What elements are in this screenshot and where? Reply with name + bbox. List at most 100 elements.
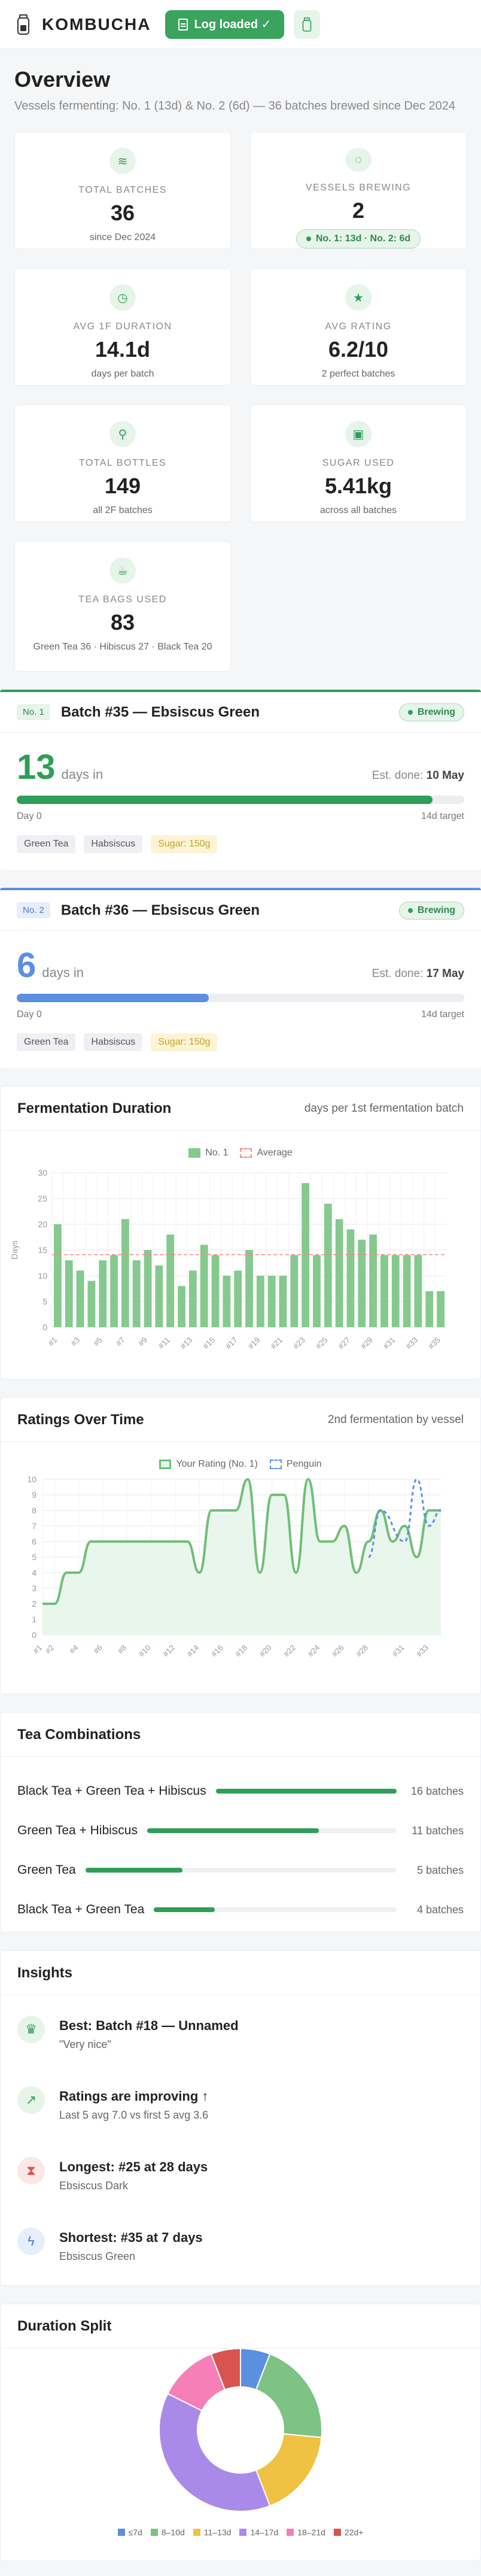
legend-swatch bbox=[240, 1148, 252, 1158]
donut-legend-item[interactable]: 22d+ bbox=[333, 2528, 363, 2537]
donut-legend-item[interactable]: ≤7d bbox=[117, 2528, 142, 2537]
x-tick-label: #11 bbox=[157, 1336, 172, 1351]
status-badge: Brewing bbox=[398, 703, 464, 721]
insight-sub: "Very nice" bbox=[59, 2038, 111, 2050]
layers-icon: ≋ bbox=[109, 148, 136, 174]
y-tick-label: 0 bbox=[42, 1322, 47, 1332]
bar-batch-10 bbox=[155, 1265, 163, 1327]
split-title: Duration Split bbox=[17, 2317, 112, 2334]
bar-batch-17 bbox=[234, 1270, 242, 1327]
est-date: 10 May bbox=[426, 769, 464, 782]
stat-value: 6.2/10 bbox=[328, 337, 389, 362]
est-label: Est. done: bbox=[372, 967, 424, 980]
bar-batch-16 bbox=[223, 1276, 231, 1327]
legend-average[interactable]: Average bbox=[240, 1148, 293, 1158]
donut-legend-item[interactable]: 8–10d bbox=[150, 2528, 185, 2537]
legend-no1[interactable]: No. 1 bbox=[188, 1148, 228, 1158]
y-tick-label: 15 bbox=[38, 1245, 47, 1255]
tea-tag: Green Tea bbox=[17, 835, 76, 853]
x-tick-label: #1 bbox=[31, 1643, 44, 1656]
bar-batch-18 bbox=[245, 1250, 253, 1327]
stat-value: 149 bbox=[104, 474, 141, 498]
sugar-tag: Sugar: 150g bbox=[151, 1033, 218, 1051]
jar-icon bbox=[14, 13, 32, 37]
bar-batch-5 bbox=[99, 1260, 107, 1327]
x-tick-label: #31 bbox=[391, 1643, 406, 1659]
insight-title: Longest: #25 at 28 days bbox=[59, 2159, 208, 2174]
y-tick-label: 5 bbox=[32, 1552, 36, 1562]
y-tick-label: 4 bbox=[32, 1568, 36, 1577]
donut-legend-item[interactable]: 11–13d bbox=[193, 2528, 231, 2537]
donut-legend-item[interactable]: 18–21d bbox=[287, 2528, 325, 2537]
bar-batch-1 bbox=[54, 1224, 62, 1327]
bar-batch-33 bbox=[414, 1255, 422, 1327]
x-tick-label: #1 bbox=[47, 1336, 59, 1348]
tea-row: Green Tea + Hibiscus 11 batches bbox=[1, 1811, 480, 1850]
x-tick-label: #28 bbox=[354, 1643, 370, 1659]
bar-batch-24 bbox=[313, 1255, 321, 1327]
bar-batch-22 bbox=[290, 1255, 299, 1327]
bar-batch-8 bbox=[132, 1260, 141, 1327]
bar-batch-21 bbox=[279, 1276, 287, 1327]
jar-button[interactable] bbox=[294, 10, 321, 39]
stat-value: 36 bbox=[110, 201, 135, 225]
donut-slice bbox=[159, 2393, 271, 2512]
days-label: days in bbox=[42, 965, 84, 980]
tea-bar bbox=[154, 1907, 397, 1912]
bar-batch-6 bbox=[110, 1255, 118, 1327]
ratings-line-chart: 0 1 2 3 4 5 6 7 8 9 10 #1 #2 #4 #6 #8 #10 #12 #14 #16 #18 #20… bbox=[27, 1474, 442, 1659]
tea-bar-fill bbox=[215, 1789, 397, 1794]
days-count: 6 bbox=[17, 946, 36, 985]
bar-batch-9 bbox=[144, 1250, 152, 1327]
spinner-icon: ◌ bbox=[345, 148, 372, 172]
tea-row: Black Tea + Green Tea 4 batches bbox=[1, 1890, 480, 1929]
x-tick-label: #15 bbox=[201, 1336, 217, 1351]
donut-legend-item[interactable]: 14–17d bbox=[239, 2528, 278, 2537]
teacup-icon: ☕ bbox=[109, 557, 136, 584]
range-target: 14d target bbox=[421, 1009, 464, 1020]
bar-batch-14 bbox=[200, 1245, 208, 1327]
insight-item: ϟ Shortest: #35 at 7 days Ebsiscus Green bbox=[1, 2214, 480, 2285]
vessels-pill: No. 1: 13d · No. 2: 6d bbox=[296, 229, 421, 248]
x-tick-label: #12 bbox=[161, 1643, 176, 1659]
y-tick-label: 10 bbox=[38, 1271, 47, 1281]
x-tick-label: #5 bbox=[92, 1336, 104, 1348]
range-target: 14d target bbox=[421, 811, 464, 821]
x-tick-label: #20 bbox=[258, 1643, 273, 1659]
x-tick-label: #33 bbox=[415, 1643, 430, 1659]
y-tick-label: 6 bbox=[32, 1537, 36, 1546]
est-label: Est. done: bbox=[372, 769, 424, 782]
legend-your-rating[interactable]: Your Rating (No. 1) bbox=[159, 1459, 258, 1470]
x-tick-label: #26 bbox=[330, 1643, 346, 1659]
legend-penguin[interactable]: Penguin bbox=[269, 1459, 322, 1470]
insight-title: Shortest: #35 at 7 days bbox=[59, 2230, 203, 2245]
bar-batch-3 bbox=[76, 1270, 84, 1327]
legend-label: Your Rating (No. 1) bbox=[176, 1459, 258, 1469]
vessel-tag: No. 1 bbox=[17, 704, 50, 720]
insight-item: ♛ Best: Batch #18 — Unnamed "Very nice" bbox=[1, 2002, 480, 2073]
x-tick-label: #9 bbox=[136, 1336, 149, 1348]
bar-batch-25 bbox=[324, 1203, 332, 1327]
y-tick-label: 5 bbox=[42, 1297, 47, 1306]
x-tick-label: #23 bbox=[291, 1336, 307, 1351]
duration-title: Fermentation Duration bbox=[17, 1100, 172, 1116]
x-tick-label: #24 bbox=[306, 1643, 321, 1659]
legend-label: No. 1 bbox=[205, 1148, 229, 1158]
tea-bar bbox=[85, 1868, 397, 1873]
batch-card-vessel-2: No. 2 Batch #36 — Ebsiscus Green Brewing… bbox=[0, 888, 481, 1068]
log-loaded-button[interactable]: Log loaded ✓ bbox=[165, 10, 285, 39]
app-header: KOMBUCHA Log loaded ✓ bbox=[0, 0, 481, 49]
progress-track bbox=[17, 994, 464, 1002]
tea-name: Green Tea bbox=[17, 1863, 76, 1877]
y-tick-label: 1 bbox=[32, 1615, 36, 1624]
stat-sub: across all batches bbox=[319, 505, 397, 515]
range-start: Day 0 bbox=[17, 1009, 42, 1020]
stat-label: AVG 1F DURATION bbox=[73, 321, 172, 332]
stat-tea-bags: ☕ TEA BAGS USED 83 Green Tea 36 · Hibisc… bbox=[14, 541, 231, 672]
insights-title: Insights bbox=[17, 1964, 73, 1981]
y-tick-label: 10 bbox=[27, 1474, 36, 1484]
y-tick-label: 30 bbox=[38, 1168, 47, 1178]
legend-swatch bbox=[287, 2529, 294, 2536]
x-tick-label: #25 bbox=[313, 1336, 329, 1351]
bar-batch-7 bbox=[121, 1219, 129, 1327]
